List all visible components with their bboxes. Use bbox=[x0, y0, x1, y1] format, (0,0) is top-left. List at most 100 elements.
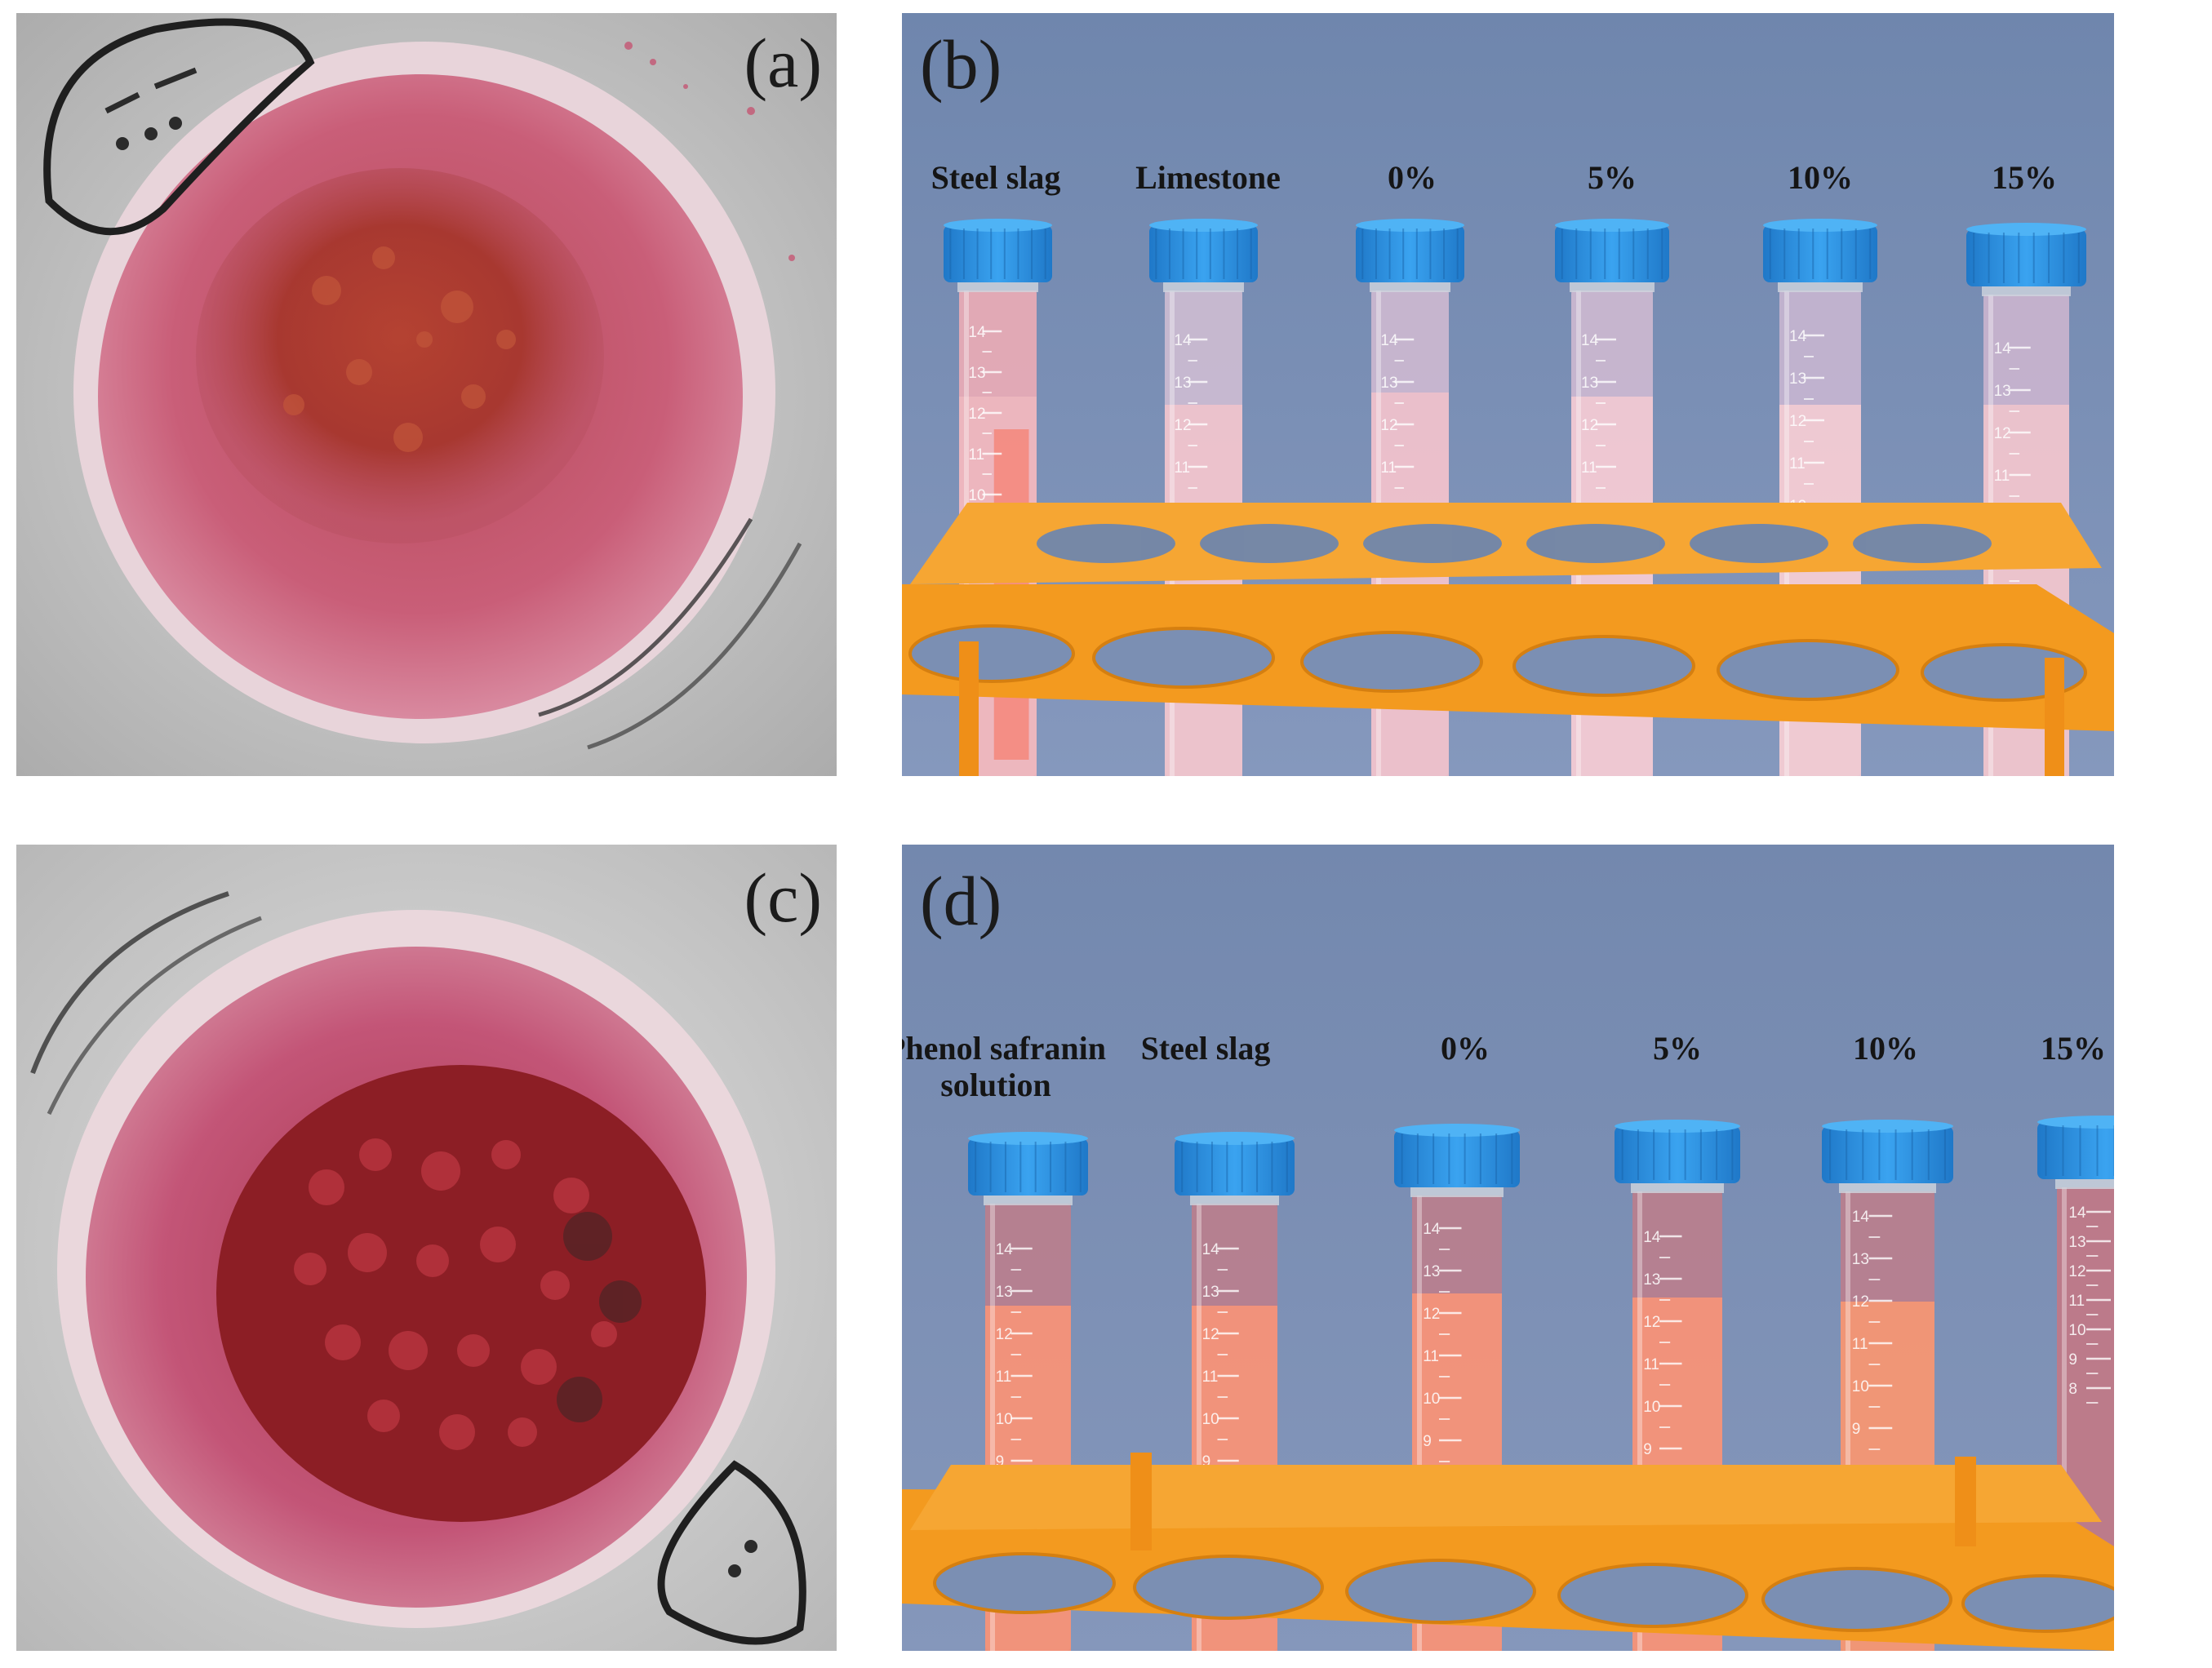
svg-text:12: 12 bbox=[996, 1326, 1013, 1343]
svg-text:12: 12 bbox=[1643, 1314, 1660, 1331]
tube-rack-d bbox=[902, 1453, 2114, 1651]
svg-text:12: 12 bbox=[1174, 417, 1191, 434]
svg-text:12: 12 bbox=[1852, 1293, 1869, 1311]
panel-label-a: (a) bbox=[744, 24, 822, 102]
svg-text:14: 14 bbox=[2068, 1204, 2086, 1222]
svg-text:10: 10 bbox=[1852, 1378, 1869, 1395]
tube-cap bbox=[1356, 219, 1464, 282]
tube-label-b-5: 10% bbox=[1788, 159, 1853, 196]
svg-text:14: 14 bbox=[1789, 328, 1807, 345]
svg-text:12: 12 bbox=[1789, 413, 1806, 430]
svg-text:12: 12 bbox=[1423, 1306, 1440, 1323]
photo-panel-d: 1413121110981413121110981413121110981413… bbox=[902, 845, 2114, 1651]
svg-text:13: 13 bbox=[1423, 1263, 1440, 1280]
tube-cap bbox=[1966, 223, 2086, 286]
svg-text:11: 11 bbox=[996, 1369, 1012, 1386]
svg-text:13: 13 bbox=[1202, 1284, 1219, 1301]
tube-cap bbox=[1763, 219, 1877, 282]
svg-text:14: 14 bbox=[1581, 332, 1599, 349]
svg-text:9: 9 bbox=[2068, 1351, 2077, 1369]
tube-label-d-5: 10% bbox=[1853, 1030, 1918, 1067]
svg-text:11: 11 bbox=[1174, 459, 1190, 477]
svg-text:13: 13 bbox=[1643, 1271, 1660, 1289]
svg-text:9: 9 bbox=[996, 1453, 1005, 1471]
sediment-granules bbox=[294, 1138, 617, 1450]
svg-text:14: 14 bbox=[968, 324, 986, 341]
svg-text:13: 13 bbox=[996, 1284, 1013, 1301]
svg-text:13: 13 bbox=[1174, 375, 1191, 392]
sediment-particles bbox=[283, 246, 516, 452]
tube-label-b-3: 0% bbox=[1388, 159, 1437, 196]
svg-text:9: 9 bbox=[1852, 1421, 1861, 1438]
svg-text:14: 14 bbox=[1423, 1221, 1441, 1238]
svg-text:11: 11 bbox=[1994, 468, 2010, 485]
tube-label-b-4: 5% bbox=[1588, 159, 1637, 196]
tube-rack-photo-d: 1413121110981413121110981413121110981413… bbox=[902, 845, 2114, 1651]
svg-text:12: 12 bbox=[1380, 417, 1397, 434]
svg-text:14: 14 bbox=[1174, 332, 1192, 349]
svg-text:9: 9 bbox=[1202, 1453, 1211, 1471]
tube-cap bbox=[1175, 1132, 1295, 1196]
photo-panel-b: 1413121110981413121110981413121110981413… bbox=[902, 13, 2114, 776]
tube-rack-photo-b: 1413121110981413121110981413121110981413… bbox=[902, 13, 2114, 776]
svg-text:13: 13 bbox=[1852, 1251, 1869, 1268]
svg-text:9: 9 bbox=[1423, 1433, 1432, 1450]
dish-photo-a bbox=[16, 13, 837, 776]
pink-speckles bbox=[624, 42, 795, 261]
svg-text:14: 14 bbox=[1852, 1209, 1870, 1226]
panel-label-b: (b) bbox=[920, 25, 1002, 104]
svg-text:11: 11 bbox=[1643, 1356, 1659, 1373]
panel-label-c: (c) bbox=[744, 858, 822, 937]
tube-label-d-2: Steel slag bbox=[1140, 1030, 1271, 1067]
svg-text:10: 10 bbox=[968, 487, 985, 504]
svg-text:11: 11 bbox=[2068, 1293, 2085, 1310]
svg-text:14: 14 bbox=[1643, 1229, 1661, 1246]
svg-text:13: 13 bbox=[1380, 375, 1397, 392]
tube-cap bbox=[968, 1132, 1088, 1196]
svg-text:14: 14 bbox=[1994, 340, 2012, 357]
sediment bbox=[196, 168, 604, 543]
tube-label-d-3: 0% bbox=[1441, 1030, 1490, 1067]
svg-text:8: 8 bbox=[2068, 1381, 2077, 1398]
svg-text:11: 11 bbox=[1852, 1336, 1868, 1353]
tube-label-b-6: 15% bbox=[1992, 159, 2057, 196]
photo-panel-a: (a) bbox=[16, 13, 837, 776]
handwriting bbox=[538, 517, 753, 717]
dish-photo-c bbox=[16, 845, 837, 1651]
tube-cap bbox=[944, 219, 1052, 282]
svg-text:14: 14 bbox=[1202, 1241, 1220, 1258]
svg-text:13: 13 bbox=[1581, 375, 1598, 392]
tube-label-d-1: Phenol safranin solution bbox=[902, 1030, 1107, 1103]
tube-cap bbox=[2037, 1116, 2114, 1179]
svg-text:12: 12 bbox=[1994, 425, 2011, 442]
svg-text:13: 13 bbox=[968, 365, 985, 382]
tube-cap bbox=[1394, 1124, 1520, 1187]
panel-label-d: (d) bbox=[920, 862, 1002, 940]
marker-doodle bbox=[43, 18, 315, 236]
svg-text:11: 11 bbox=[1380, 459, 1397, 477]
svg-text:11: 11 bbox=[1581, 459, 1597, 477]
svg-text:11: 11 bbox=[1789, 455, 1806, 472]
svg-text:13: 13 bbox=[1789, 370, 1806, 388]
tube-label-b-2: Limestone bbox=[1135, 159, 1281, 196]
tube-cap bbox=[1555, 219, 1669, 282]
svg-text:11: 11 bbox=[1202, 1369, 1219, 1386]
tube-label-d-4: 5% bbox=[1653, 1030, 1702, 1067]
svg-text:10: 10 bbox=[996, 1411, 1013, 1428]
svg-text:9: 9 bbox=[1643, 1441, 1652, 1458]
svg-text:10: 10 bbox=[1643, 1399, 1660, 1416]
tube-cap bbox=[1822, 1120, 1953, 1183]
svg-text:10: 10 bbox=[2068, 1322, 2085, 1339]
svg-text:12: 12 bbox=[2068, 1263, 2085, 1280]
marker-doodle bbox=[657, 1460, 806, 1645]
svg-text:12: 12 bbox=[968, 406, 985, 423]
tube-cap bbox=[1615, 1120, 1740, 1183]
svg-text:14: 14 bbox=[1380, 332, 1398, 349]
svg-text:11: 11 bbox=[968, 446, 984, 464]
svg-text:11: 11 bbox=[1423, 1348, 1439, 1365]
svg-text:14: 14 bbox=[996, 1241, 1014, 1258]
